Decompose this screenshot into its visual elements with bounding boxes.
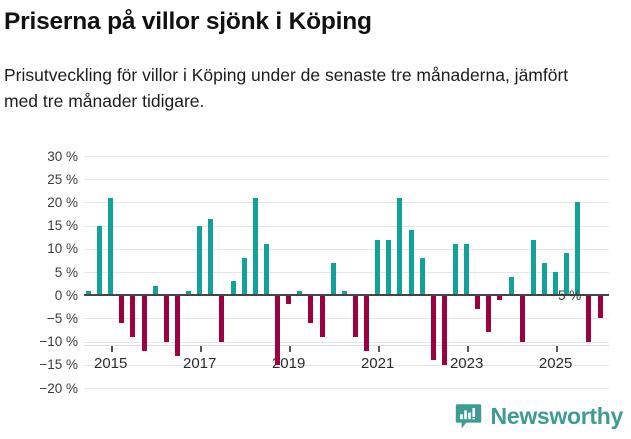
bar xyxy=(497,295,503,300)
bar-chart: 30 % 25 % 20 % 15 % 10 % 5 % 0 % −5 % −10 % −15 %… xyxy=(0,145,631,395)
x-axis-tick xyxy=(199,346,202,352)
x-axis-tick-label: 2021 xyxy=(360,355,395,372)
last-value-annotation: −5 % xyxy=(550,288,582,304)
bar xyxy=(408,230,414,296)
bar xyxy=(597,295,603,319)
bar xyxy=(430,295,436,361)
gridline xyxy=(84,272,609,273)
bar xyxy=(375,239,381,296)
bar xyxy=(152,285,158,296)
zero-line xyxy=(84,294,609,297)
brand-name: Newsworthy xyxy=(490,402,624,429)
x-axis-tick xyxy=(377,346,380,352)
x-axis-tick xyxy=(110,346,113,352)
y-axis-tick-label: 25 % xyxy=(47,171,78,187)
bar xyxy=(553,272,559,296)
bar xyxy=(241,258,247,296)
x-axis-tick-label: 2025 xyxy=(538,355,573,372)
bar xyxy=(464,244,470,296)
bar xyxy=(397,197,403,296)
bar xyxy=(297,290,303,296)
bar xyxy=(275,295,281,365)
page-subtitle: Prisutveckling för villor i Köping under… xyxy=(4,65,569,112)
bar xyxy=(108,197,114,296)
gridline xyxy=(84,364,609,366)
bar xyxy=(308,295,314,324)
gridline xyxy=(84,341,609,343)
bar-chart-speech-bubble-icon xyxy=(455,403,482,430)
y-axis-tick-label: 20 % xyxy=(47,194,78,210)
bar xyxy=(141,295,147,351)
gridline xyxy=(84,179,609,181)
bar-series xyxy=(84,156,609,388)
bar xyxy=(575,202,581,296)
bar xyxy=(419,258,425,296)
bar xyxy=(263,244,269,296)
y-axis-tick-label: −15 % xyxy=(39,357,78,373)
bar xyxy=(564,253,570,296)
y-axis-tick-label: 15 % xyxy=(47,218,78,234)
x-axis-tick-label: 2023 xyxy=(449,355,484,372)
bar xyxy=(119,295,125,324)
bar xyxy=(541,262,547,296)
x-axis-tick-label: 2019 xyxy=(271,355,306,372)
bar xyxy=(230,281,236,296)
bar xyxy=(319,295,325,337)
page-title: Priserna på villor sjönk i Köping xyxy=(4,8,372,35)
y-axis-tick-label: 30 % xyxy=(47,148,78,164)
y-axis-labels: 30 % 25 % 20 % 15 % 10 % 5 % 0 % −5 % −10 % −15 %… xyxy=(0,149,78,394)
bar xyxy=(586,295,592,342)
y-axis-tick-label: 0 % xyxy=(54,287,78,303)
x-axis-line xyxy=(84,345,609,346)
bar xyxy=(208,218,214,296)
gridline xyxy=(84,318,609,320)
bar xyxy=(508,276,514,296)
bar xyxy=(530,239,536,296)
gridline xyxy=(84,248,609,250)
x-axis-tick xyxy=(288,346,291,352)
x-axis-tick xyxy=(555,346,558,352)
brand-footer: Newsworthy xyxy=(455,399,623,433)
bar xyxy=(130,295,136,337)
bar xyxy=(85,290,91,296)
bar xyxy=(330,262,336,296)
bar xyxy=(97,225,103,296)
x-axis-tick xyxy=(466,346,469,352)
bar xyxy=(219,295,225,342)
y-axis-tick-label: −20 % xyxy=(39,380,78,396)
bar xyxy=(341,290,347,296)
y-axis-tick-label: −5 % xyxy=(46,310,78,326)
bar xyxy=(453,244,458,296)
bar xyxy=(174,295,180,356)
plot-area xyxy=(84,156,609,389)
gridline xyxy=(84,388,609,389)
gridline xyxy=(84,225,609,227)
bar xyxy=(519,295,525,342)
y-axis-tick-label: −10 % xyxy=(39,334,78,350)
bar xyxy=(197,225,203,296)
bar xyxy=(252,197,258,296)
bar xyxy=(441,295,447,365)
bar xyxy=(475,295,481,310)
gridline xyxy=(84,202,609,204)
bar xyxy=(364,295,370,351)
bar xyxy=(352,295,358,337)
y-axis-tick-label: 10 % xyxy=(47,241,78,257)
bar xyxy=(186,290,192,296)
x-axis-tick-label: 2017 xyxy=(182,355,217,372)
bar xyxy=(163,295,169,342)
x-axis-tick-label: 2015 xyxy=(94,355,128,372)
bar xyxy=(386,239,392,296)
bar xyxy=(286,295,292,305)
gridline xyxy=(84,156,609,157)
y-axis-tick-label: 5 % xyxy=(54,264,78,280)
bar xyxy=(486,295,492,333)
